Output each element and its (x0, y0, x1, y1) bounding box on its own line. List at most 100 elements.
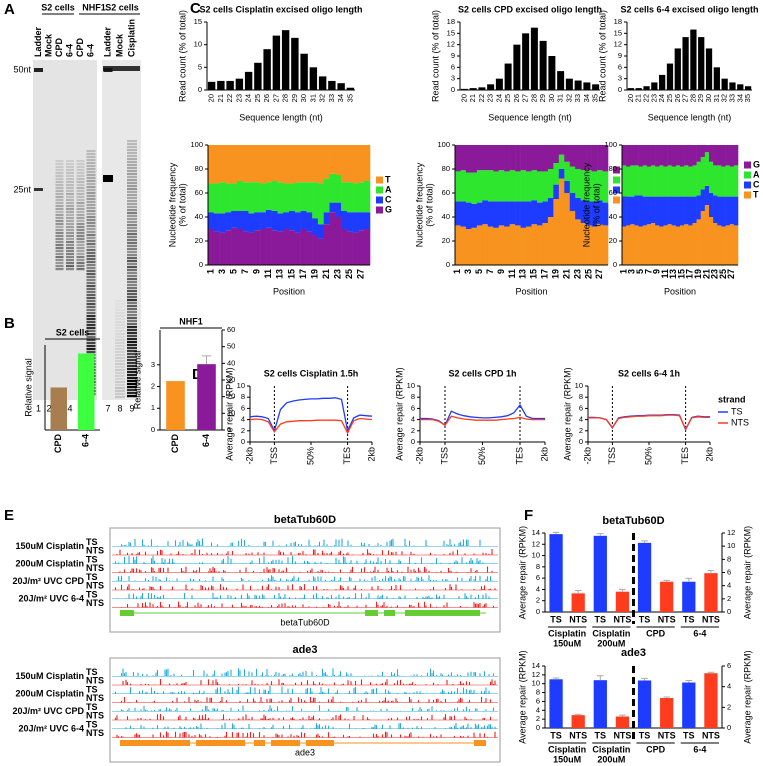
bar (328, 80, 336, 90)
gel-band (66, 244, 74, 247)
bar-segment (260, 212, 267, 229)
bar-segment (713, 195, 718, 223)
bar (263, 49, 271, 90)
gel-band (55, 220, 64, 223)
gel (33, 60, 97, 400)
gel-band (127, 263, 137, 266)
gene-exon (384, 610, 395, 616)
gel-band (127, 347, 137, 350)
y-tick-label: 20 (609, 236, 617, 245)
gel-band (55, 247, 64, 250)
bar-segment (667, 196, 673, 225)
bar-segment (236, 229, 244, 265)
legend-swatch (744, 161, 751, 169)
y-tick-label: 4 (536, 584, 540, 593)
gene-exon (365, 610, 378, 616)
x-tick-label: NTS (658, 614, 676, 624)
gel-band (86, 300, 96, 303)
bar (713, 67, 720, 90)
bar-segment (294, 182, 301, 213)
bar-segment (729, 196, 735, 225)
chart-title: S2 cells CPD 1h (448, 368, 516, 378)
bar-segment (675, 145, 681, 166)
gel-band (115, 309, 125, 312)
bar-segment (667, 224, 673, 265)
bar-segment (721, 196, 726, 227)
bar-segment (655, 166, 660, 197)
bar-segment (213, 213, 220, 232)
gel-band (127, 335, 137, 338)
gel-band (86, 279, 96, 282)
bar-segment (465, 202, 472, 229)
x-tick-label: 25 (253, 94, 262, 102)
x-tick-label: 11 (660, 269, 670, 279)
x-tick-label: 6-4 (201, 434, 211, 447)
gel-band (66, 187, 74, 190)
x-tick-label: 29 (696, 94, 705, 102)
bar-segment (213, 231, 220, 265)
bar-segment (312, 218, 319, 235)
x-tick-label: 15 (676, 269, 686, 279)
bar (593, 680, 607, 728)
panel-label: A (4, 1, 15, 18)
gel-band (86, 246, 96, 249)
bar-segment (265, 209, 272, 228)
gel-band (127, 353, 137, 356)
bar (682, 682, 696, 728)
x-tick-label: 23 (710, 269, 720, 279)
gel-band (115, 360, 125, 363)
gel-band (127, 323, 137, 326)
y-tick-label: 10 (575, 381, 583, 390)
gel-band (76, 211, 85, 214)
gel-band (127, 164, 137, 167)
bar-segment (591, 226, 598, 265)
track-signal (120, 696, 492, 703)
bar-segment (721, 145, 726, 167)
gel-band (103, 66, 140, 71)
gel-band (127, 242, 137, 245)
bar-segment (671, 225, 677, 265)
bar (592, 84, 600, 90)
y-tick-label: 6 (451, 62, 455, 71)
bar-segment (721, 226, 726, 265)
x-tick-label: 35 (591, 94, 600, 102)
gel-band (127, 371, 137, 374)
gel-band (86, 342, 96, 345)
bar-segment (602, 225, 609, 265)
gel-band (86, 159, 96, 162)
bar-segment (482, 170, 489, 201)
gel-band (66, 211, 74, 214)
gel-band (66, 256, 74, 259)
group-label: 6-4 (693, 628, 706, 638)
lane-label: 6-4 (85, 44, 95, 57)
bar-segment (300, 229, 307, 265)
bar-segment (236, 211, 244, 229)
gel-band (55, 205, 64, 208)
gel-band (76, 223, 85, 226)
gel-band (86, 237, 96, 240)
y-tick-label: 0 (613, 260, 617, 269)
x-tick-label: 35 (743, 94, 752, 102)
gel-band (86, 201, 96, 204)
bar-segment (729, 166, 735, 197)
gel-band (76, 160, 85, 163)
gel-band (127, 227, 137, 230)
track-label: 20J/m² UVC 6-4 (18, 594, 84, 604)
bar-segment (569, 193, 576, 211)
y-tick-label: 6 (727, 567, 731, 576)
bar-segment (471, 172, 478, 204)
bar-segment (569, 166, 576, 193)
bar-segment (692, 196, 697, 223)
bar-segment (455, 201, 461, 226)
x-tick-label: 23 (234, 94, 243, 102)
gel-band (127, 284, 137, 287)
bar-segment (225, 230, 232, 265)
x-tick-label: CPD (170, 434, 180, 454)
bar-segment (341, 182, 348, 211)
bar (495, 78, 503, 90)
x-tick-label: 33 (573, 94, 582, 102)
y-tick-label: 4 (579, 415, 583, 424)
axis-label: (% of total) (591, 183, 601, 227)
bar-segment (294, 232, 301, 265)
y-tick-label: 3 (151, 360, 155, 369)
